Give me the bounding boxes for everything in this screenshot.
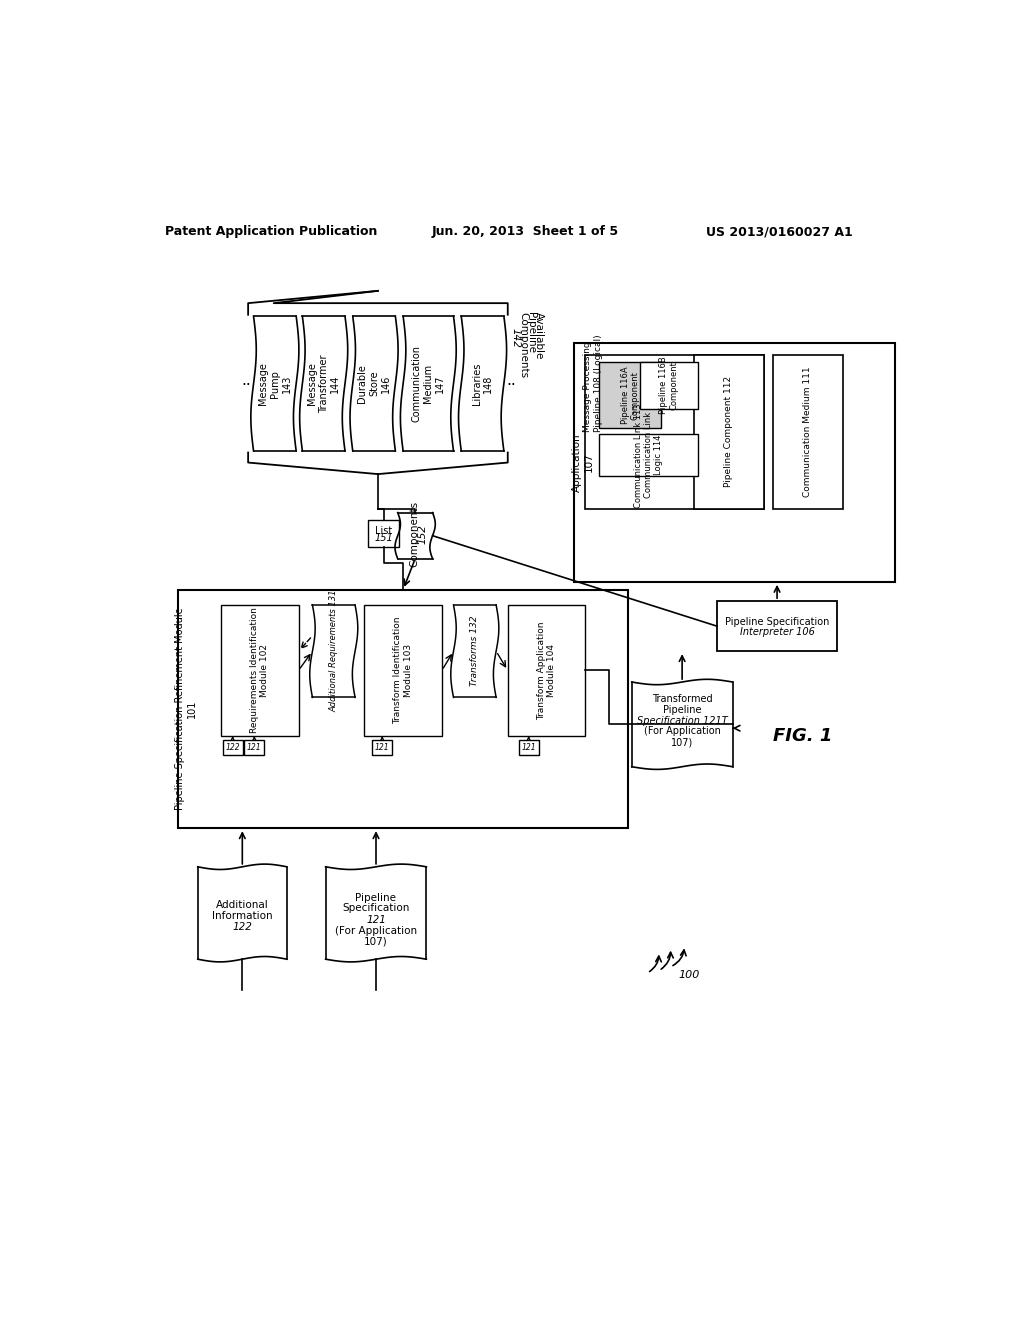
Bar — [245, 739, 264, 755]
Text: ··: ·· — [507, 378, 516, 393]
Text: 122: 122 — [225, 743, 240, 752]
Text: Components: Components — [518, 313, 528, 379]
Bar — [693, 355, 764, 508]
Text: Communication
Medium
147: Communication Medium 147 — [412, 345, 444, 422]
Text: Information: Information — [212, 911, 272, 921]
Text: 100: 100 — [678, 970, 699, 979]
Text: 107): 107) — [671, 737, 693, 747]
Text: Interpreter 106: Interpreter 106 — [739, 627, 814, 638]
Text: ··: ·· — [242, 378, 252, 393]
Text: Message
Pump
143: Message Pump 143 — [258, 362, 292, 405]
Text: 107): 107) — [365, 936, 388, 946]
Text: Jun. 20, 2013  Sheet 1 of 5: Jun. 20, 2013 Sheet 1 of 5 — [431, 224, 618, 238]
Text: 142: 142 — [511, 327, 520, 347]
Text: Message
Transformer
144: Message Transformer 144 — [307, 354, 340, 413]
Text: Specification 121T: Specification 121T — [637, 715, 727, 726]
Bar — [599, 434, 697, 477]
Text: Pipeline 116B
Component: Pipeline 116B Component — [658, 356, 678, 414]
Text: Pipeline Specification Refinement Module
101: Pipeline Specification Refinement Module… — [175, 607, 197, 810]
Text: Transform Identification
Module 103: Transform Identification Module 103 — [393, 616, 413, 725]
Text: Patent Application Publication: Patent Application Publication — [165, 224, 378, 238]
Bar — [461, 317, 504, 451]
Bar — [365, 605, 442, 737]
Text: FIG. 1: FIG. 1 — [772, 727, 831, 744]
Text: Durable
Store
146: Durable Store 146 — [357, 364, 391, 403]
Text: 122: 122 — [232, 921, 252, 932]
Text: 121: 121 — [521, 743, 536, 752]
Bar — [302, 317, 345, 451]
Text: Components: Components — [410, 502, 420, 568]
Text: 151: 151 — [375, 533, 393, 544]
Bar — [254, 317, 296, 451]
Bar — [773, 355, 843, 508]
Text: Communication Link 113
Communication Link
Logic 114: Communication Link 113 Communication Lin… — [634, 403, 664, 508]
Text: (For Application: (For Application — [335, 925, 417, 936]
Bar — [454, 605, 496, 697]
Bar — [518, 739, 539, 755]
Bar — [403, 317, 454, 451]
Bar — [312, 605, 355, 697]
Text: Pipeline Specification: Pipeline Specification — [725, 616, 829, 627]
Text: Pipeline: Pipeline — [663, 705, 701, 714]
Text: Message Processing
Pipeline 108 (Logical): Message Processing Pipeline 108 (Logical… — [584, 334, 603, 432]
Bar — [397, 512, 432, 558]
Text: Pipeline Component 112: Pipeline Component 112 — [724, 376, 733, 487]
Text: Pipeline: Pipeline — [526, 313, 536, 354]
Bar — [352, 317, 395, 451]
Text: Libraries
148: Libraries 148 — [472, 363, 494, 405]
Text: (For Application: (For Application — [644, 726, 721, 737]
Bar — [508, 605, 586, 737]
Bar — [369, 520, 399, 548]
Bar — [198, 867, 287, 960]
Text: Available: Available — [534, 313, 544, 360]
Bar — [599, 363, 662, 428]
Text: Specification: Specification — [342, 903, 410, 913]
Bar — [632, 682, 732, 767]
Bar — [221, 605, 299, 737]
Text: 121: 121 — [375, 743, 389, 752]
Text: List: List — [375, 525, 392, 536]
Text: Application
107: Application 107 — [572, 433, 594, 492]
Bar — [586, 355, 764, 508]
Bar — [326, 867, 426, 960]
Bar — [222, 739, 243, 755]
Text: 121: 121 — [366, 915, 386, 925]
Bar — [573, 343, 895, 582]
Text: Communication Medium 111: Communication Medium 111 — [803, 367, 812, 498]
Text: Transform Application
Module 104: Transform Application Module 104 — [537, 622, 556, 719]
Bar — [717, 601, 838, 651]
Text: Transformed: Transformed — [652, 694, 713, 704]
Text: 152: 152 — [418, 524, 427, 544]
Text: Additional Requirements 131: Additional Requirements 131 — [330, 590, 338, 713]
Bar — [372, 739, 392, 755]
Bar — [178, 590, 628, 829]
Text: Transforms 132: Transforms 132 — [470, 616, 479, 686]
Text: Pipeline: Pipeline — [355, 892, 396, 903]
Text: Pipeline 116A
Component: Pipeline 116A Component — [621, 367, 640, 424]
Text: Additional: Additional — [216, 900, 268, 911]
Text: 121: 121 — [247, 743, 262, 752]
Bar — [640, 363, 697, 409]
Text: Requirements Identification
Module 102: Requirements Identification Module 102 — [250, 607, 269, 734]
Text: US 2013/0160027 A1: US 2013/0160027 A1 — [706, 224, 852, 238]
